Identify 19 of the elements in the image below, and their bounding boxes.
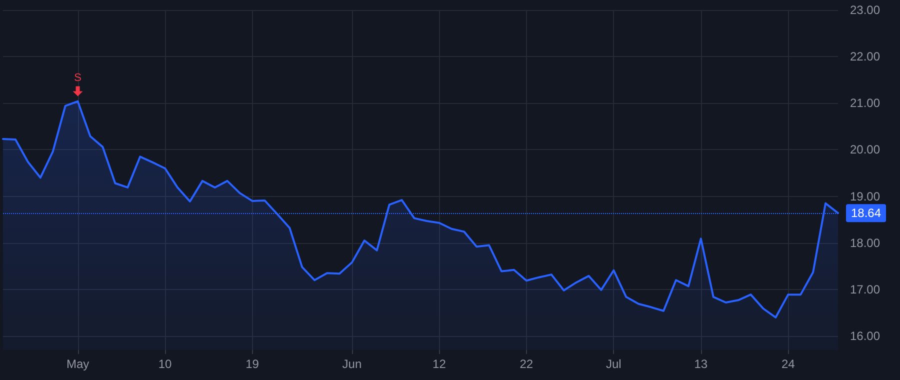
x-tick-label: 13 bbox=[694, 357, 708, 371]
y-tick-label: 20.00 bbox=[850, 142, 880, 157]
y-tick-label: 17.00 bbox=[850, 282, 880, 296]
x-tick-label: May bbox=[66, 357, 90, 371]
ref-line-label: 18.64 bbox=[851, 206, 882, 220]
y-tick-label: 18.00 bbox=[850, 236, 880, 250]
x-tick-label: Jun bbox=[342, 357, 362, 371]
y-tick-label: 19.00 bbox=[850, 189, 880, 204]
y-tick-label: 21.00 bbox=[850, 96, 880, 110]
x-tick-label: 12 bbox=[432, 357, 446, 371]
x-tick-label: 24 bbox=[781, 357, 796, 371]
x-tick-label: 19 bbox=[246, 357, 260, 371]
annotation: S bbox=[74, 72, 82, 84]
x-tick-label: Jul bbox=[606, 357, 622, 371]
y-tick-label: 16.00 bbox=[850, 329, 880, 344]
y-tick-label: 22.00 bbox=[850, 50, 880, 64]
x-tick-label: 10 bbox=[158, 357, 172, 371]
y-tick-label: 23.00 bbox=[850, 3, 880, 17]
x-tick-label: 22 bbox=[520, 357, 534, 371]
